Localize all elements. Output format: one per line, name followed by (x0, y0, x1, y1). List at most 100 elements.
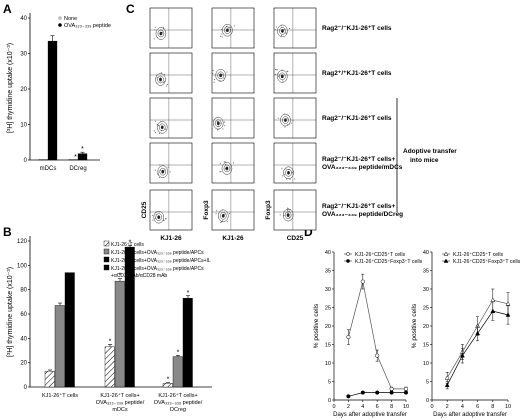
flow-event-dot (222, 128, 224, 130)
panel-d-right-ytick-label: 40 (423, 250, 429, 256)
panel-a-significance-star: * (81, 146, 84, 153)
flow-event-dot (288, 123, 290, 125)
flow-event-dot (163, 169, 165, 171)
panel-letter-a: A (3, 2, 12, 16)
flow-event-dot (159, 33, 161, 35)
panel-c-yaxis-label: Foxp3 (265, 200, 272, 220)
panel-d-right-point (444, 382, 450, 388)
flow-event-dot (155, 120, 157, 122)
flow-event-dot (157, 171, 159, 173)
flow-event-dot (291, 122, 293, 124)
flow-density-contour (285, 169, 292, 177)
flow-event-dot (218, 128, 220, 130)
panel-b-group-label: OVA₃₂₃₋₃₃₉ peptide/ (154, 400, 203, 406)
panel-a-ylabel: [³H] thymidine uptake (x10⁻³) (7, 43, 14, 133)
flow-density-contour (155, 27, 167, 40)
panel-d-left-xtick-label: 8 (390, 404, 393, 410)
flow-event-dot (224, 164, 226, 166)
panel-b-ytick-label: 60 (20, 312, 27, 318)
panel-d-left-ytick-label: 35 (325, 269, 331, 275)
panel-b-bar (182, 297, 193, 388)
flow-density-core (225, 166, 229, 171)
panel-c-bracket-label-1: Adoptive transfer (403, 148, 457, 155)
panel-b-group-label: OVA₃₂₃₋₃₃₉ peptide/ (96, 400, 145, 406)
flow-event-dot (222, 80, 224, 82)
panel-a-legend-none: None (64, 16, 77, 22)
panel-a-category-dcreg: DCreg (69, 166, 86, 172)
panel-letter-d: D (304, 225, 313, 239)
panel-d-left-point (360, 279, 365, 284)
panel-d-left-ytick-label: 15 (325, 343, 331, 349)
panel-d-right-xlabel: Days after adoptive transfer (433, 412, 507, 418)
flow-event-dot (155, 211, 157, 213)
flow-event-dot (163, 73, 165, 75)
panel-d-right-ytick-label: 5 (426, 380, 429, 386)
flow-event-dot (165, 85, 167, 87)
panel-b-bar (172, 356, 183, 388)
flow-event-dot (283, 174, 285, 176)
panel-b-legend-item-2: KJ1-26⁺T cells+OVA₃₂₃₋₃₃₉ peptide/APCs (111, 250, 204, 256)
panel-letter-c: C (126, 2, 135, 16)
flow-event-dot (159, 164, 161, 166)
flow-density-contour (158, 123, 166, 132)
panel-c-row-label: OVA₃₂₃₋₃₃₉ peptide/mDCs (322, 164, 403, 171)
panel-d-right-ytick-label: 15 (423, 343, 429, 349)
flow-event-dot (286, 70, 288, 72)
flow-density-contour (283, 166, 294, 180)
flow-event-dot (292, 171, 294, 173)
panel-b-legend-swatch-hatched (103, 240, 110, 247)
flow-event-dot (280, 35, 282, 37)
panel-c-yaxis-label: Foxp3 (203, 200, 210, 220)
flow-event-dot (162, 82, 164, 84)
flow-event-dot (163, 80, 165, 82)
flow-event-dot (154, 169, 156, 171)
flow-event-dot (161, 32, 163, 34)
panel-b-significance-star: * (187, 290, 190, 297)
panel-d-left-point (346, 394, 351, 399)
flow-event-dot (152, 219, 154, 221)
panel-d-left-point (389, 390, 394, 395)
panel-d-right-ytick-label: 30 (423, 287, 429, 293)
flow-event-dot (227, 27, 229, 29)
panel-b-significance-star: * (167, 377, 170, 384)
panel-d-left-ylabel: % positive cells (313, 303, 320, 348)
flow-event-dot (161, 125, 163, 127)
flow-event-dot (221, 209, 223, 211)
panel-d-right-ytick-label: 25 (423, 306, 429, 312)
flow-event-dot (220, 221, 222, 223)
panel-c-xaxis-label: KJ1-26 (222, 235, 244, 242)
flow-event-dot (153, 38, 155, 40)
flow-event-dot (220, 171, 222, 173)
flow-cytometry-plot (149, 52, 193, 94)
flow-event-dot (157, 76, 159, 78)
panel-d-left-ytick-label: 20 (325, 324, 331, 330)
panel-d-left-xtick-label: 2 (347, 404, 350, 410)
flow-event-dot (228, 213, 230, 215)
flow-event-dot (286, 207, 288, 209)
panel-a-chart: [³H] thymidine uptake (x10⁻³) 010203040 … (7, 13, 111, 172)
flow-density-contour (224, 26, 231, 34)
flow-event-dot (220, 221, 222, 223)
panel-d-left-ytick-label: 5 (328, 380, 331, 386)
flow-event-dot (221, 74, 223, 76)
panel-b-legend-item-1: KJ1-26⁺T cells (111, 242, 144, 248)
panel-b-significance-star: * (177, 349, 180, 356)
panel-d-left-point (360, 390, 365, 395)
flow-event-dot (282, 175, 284, 177)
panel-d-right-ytick-label: 10 (423, 361, 429, 367)
flow-event-dot (281, 168, 283, 170)
panel-d-left-point (389, 386, 394, 391)
flow-event-dot (283, 29, 285, 31)
panel-d-right-point (505, 312, 511, 317)
panel-b-legend-item-3: KJ1-26⁺T cells+OVA₃₂₃₋₃₃₉ peptide/APCs+I… (111, 258, 211, 264)
panel-d-left-xtick-label: 4 (361, 404, 364, 410)
panel-d-left-ytick-label: 10 (325, 361, 331, 367)
flow-event-dot (216, 210, 218, 212)
panel-b-group-label: mDCs (112, 407, 128, 413)
panel-a-category-mdcs: mDCs (40, 166, 57, 172)
flow-event-dot (159, 169, 161, 171)
panel-b-legend-swatch-black (103, 256, 110, 263)
panel-d-left-legend-text: KJ1-26⁺CD25⁺T cells (355, 252, 405, 258)
flow-density-core (284, 118, 287, 122)
flow-event-dot (224, 27, 226, 29)
